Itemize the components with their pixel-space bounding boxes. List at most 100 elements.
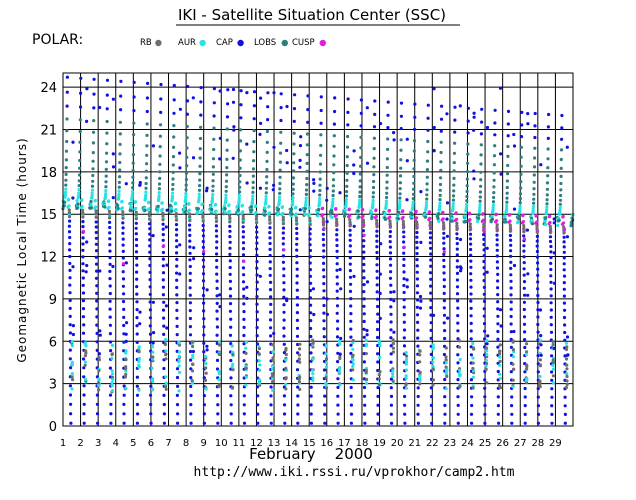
data-point-cap: [563, 338, 567, 342]
data-point-rb: [508, 226, 513, 230]
data-point-cap: [348, 269, 352, 273]
data-point-cap: [175, 233, 179, 237]
data-point-cap: [188, 349, 193, 354]
data-point-rb: [294, 218, 299, 222]
data-point-cap: [535, 234, 540, 238]
data-point-cap: [81, 248, 85, 252]
data-point-cap: [68, 306, 72, 310]
data-point-cap: [94, 255, 98, 259]
source-url[interactable]: http://www.iki.rssi.ru/vprokhor/camp2.ht…: [194, 465, 515, 480]
data-point-cap: [339, 287, 343, 291]
data-point-cap: [309, 412, 313, 416]
data-point-aur: [184, 197, 188, 201]
data-point-rb: [388, 219, 392, 223]
data-point-cap: [496, 337, 500, 341]
data-point-lobs: [78, 140, 82, 144]
data-point-lobs: [158, 145, 162, 149]
data-point-lobs: [225, 157, 229, 161]
data-point-lobs: [171, 177, 175, 181]
x-tick-label: 29: [549, 438, 562, 449]
y-tick-label: 3: [49, 378, 57, 393]
data-point-cap: [429, 313, 433, 317]
data-point-lobs: [425, 168, 429, 172]
data-point-lobs: [546, 147, 550, 151]
data-point-cap: [472, 115, 476, 119]
data-point-cap: [85, 119, 89, 123]
data-point-rb: [351, 338, 355, 343]
data-point-cap: [469, 285, 473, 289]
data-point-lobs: [345, 145, 350, 149]
data-point-cap: [523, 330, 527, 334]
data-point-cap: [359, 124, 363, 128]
data-point-rb: [378, 370, 382, 374]
data-point-aur: [80, 204, 84, 208]
data-point-cap: [319, 95, 323, 99]
data-point-lobs: [505, 191, 509, 195]
data-point-cap: [335, 275, 339, 279]
data-point-aur: [463, 214, 467, 218]
data-point-cap: [201, 258, 205, 262]
data-point-cusp: [321, 213, 325, 217]
data-point-aur: [431, 347, 435, 351]
data-point-cap: [453, 130, 457, 134]
data-point-cap: [309, 281, 313, 285]
data-point-lobs: [91, 173, 95, 178]
data-point-cap: [469, 412, 474, 416]
data-point-aur: [117, 194, 121, 199]
data-point-lobs: [278, 187, 282, 191]
data-point-cap: [549, 315, 553, 319]
data-point-lobs: [344, 194, 349, 198]
data-point-cap: [455, 285, 460, 289]
data-point-lobs: [64, 166, 68, 170]
data-point-rb: [308, 216, 312, 220]
data-point-cap: [539, 163, 543, 167]
data-point-cap: [298, 144, 303, 148]
data-point-lobs: [103, 205, 107, 209]
data-point-lobs: [184, 183, 188, 187]
data-point-aur: [70, 372, 74, 376]
data-point-cap: [164, 225, 168, 229]
data-point-rb: [522, 230, 526, 234]
data-point-lobs: [171, 182, 175, 187]
data-point-lobs: [453, 141, 457, 145]
data-point-rb: [204, 371, 208, 375]
data-point-cap: [188, 333, 193, 337]
data-point-lobs: [238, 158, 242, 162]
data-point-cap: [242, 273, 246, 277]
data-point-cap: [402, 305, 406, 309]
data-point-cap: [92, 77, 96, 81]
data-point-aur: [324, 373, 328, 377]
data-point-cap: [522, 315, 527, 319]
data-point-cap: [348, 233, 352, 237]
data-point-aur: [227, 209, 231, 214]
data-point-rb: [508, 229, 512, 233]
data-point-lobs: [278, 175, 282, 179]
data-point-lobs: [331, 184, 335, 188]
data-point-cap: [122, 349, 126, 353]
data-point-lobs: [305, 183, 309, 187]
data-point-cap: [95, 402, 99, 406]
data-point-cap: [496, 322, 500, 326]
data-point-cap: [402, 251, 406, 255]
data-point-cap: [215, 333, 219, 337]
data-point-cap: [415, 246, 419, 250]
data-point-cap: [205, 348, 209, 352]
data-point-aur: [174, 208, 178, 212]
data-point-lobs: [545, 187, 550, 191]
data-point-cap: [496, 293, 500, 297]
data-point-rb: [281, 215, 285, 219]
data-point-aur: [110, 389, 115, 393]
data-point-cap: [498, 86, 503, 90]
data-point-aur: [183, 204, 187, 208]
data-point-cap: [563, 421, 567, 425]
data-point-rb: [498, 359, 502, 363]
data-point-cap: [69, 366, 73, 370]
data-point-cap: [134, 237, 139, 242]
data-point-cap: [362, 283, 366, 287]
data-point-cap: [188, 316, 192, 321]
data-point-cap: [522, 267, 526, 271]
data-point-cap: [189, 393, 193, 398]
data-point-aur: [104, 189, 108, 193]
data-point-lobs: [479, 170, 483, 174]
data-point-lobs: [505, 196, 509, 200]
